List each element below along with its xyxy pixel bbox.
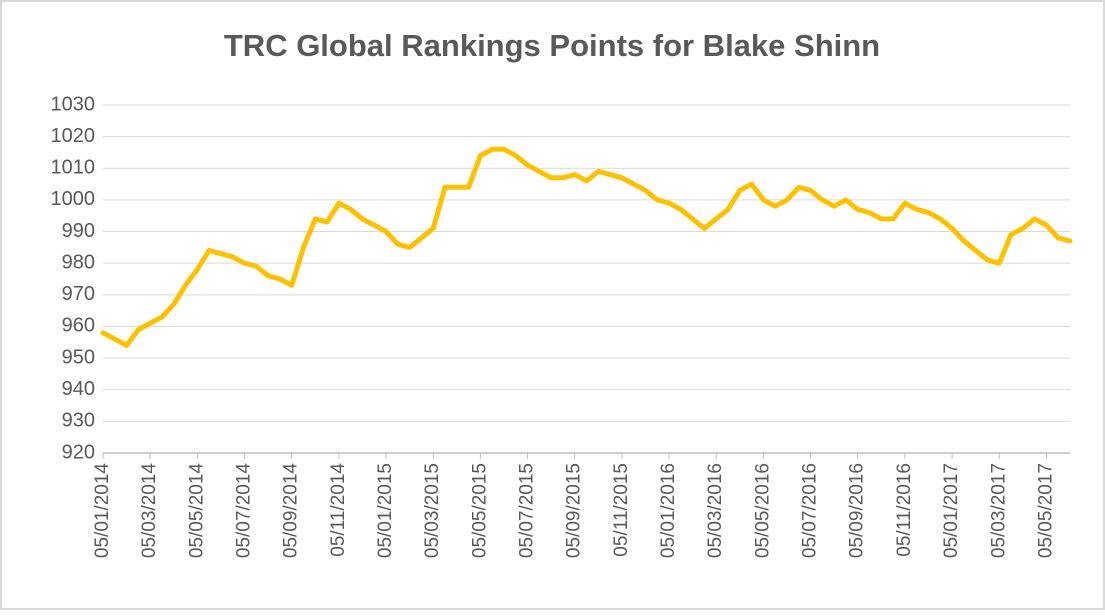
x-tick-label: 05/09/2015 [564, 463, 585, 558]
line-series [100, 146, 1073, 348]
x-tick-label: 05/03/2016 [705, 463, 726, 558]
x-tick-label: 05/01/2014 [92, 463, 113, 559]
y-tick-label: 1020 [51, 125, 96, 147]
x-tick-label: 05/09/2016 [847, 463, 868, 558]
x-tick-label: 05/05/2014 [186, 463, 207, 559]
x-tick-label: 05/05/2016 [752, 463, 773, 558]
y-tick-label: 1000 [51, 188, 96, 210]
chart-title: TRC Global Rankings Points for Blake Shi… [224, 28, 880, 63]
y-tick-label: 950 [62, 346, 95, 368]
y-tick-label: 920 [62, 441, 95, 463]
y-tick-label: 970 [62, 283, 95, 305]
x-tick-label: 05/03/2017 [988, 463, 1009, 558]
x-tick-label: 05/01/2015 [375, 463, 396, 558]
x-tick-label: 05/05/2017 [1035, 463, 1056, 558]
y-tick-label: 930 [62, 410, 95, 432]
x-tick-label: 05/11/2016 [894, 463, 915, 557]
y-tick-label: 1010 [51, 157, 96, 179]
x-tick-label: 05/11/2015 [611, 463, 632, 557]
x-tick-label: 05/03/2014 [139, 463, 160, 559]
x-tick-label: 05/03/2015 [422, 463, 443, 558]
y-tick-label: 960 [62, 315, 95, 337]
x-tick-label: 05/05/2015 [469, 463, 490, 558]
y-tick-label: 1030 [51, 93, 96, 115]
x-tick-label: 05/09/2014 [281, 463, 302, 559]
y-tick-label: 940 [62, 378, 95, 400]
x-tick-label: 05/07/2016 [800, 463, 821, 558]
y-tick-label: 990 [62, 220, 95, 242]
x-tick-label: 05/01/2016 [658, 463, 679, 558]
x-tick-label: 05/07/2015 [517, 463, 538, 558]
y-tick-label: 980 [62, 251, 95, 273]
x-tick-label: 05/07/2014 [234, 463, 255, 559]
x-tick-label: 05/11/2014 [328, 463, 349, 557]
x-tick-label: 05/01/2017 [941, 463, 962, 558]
